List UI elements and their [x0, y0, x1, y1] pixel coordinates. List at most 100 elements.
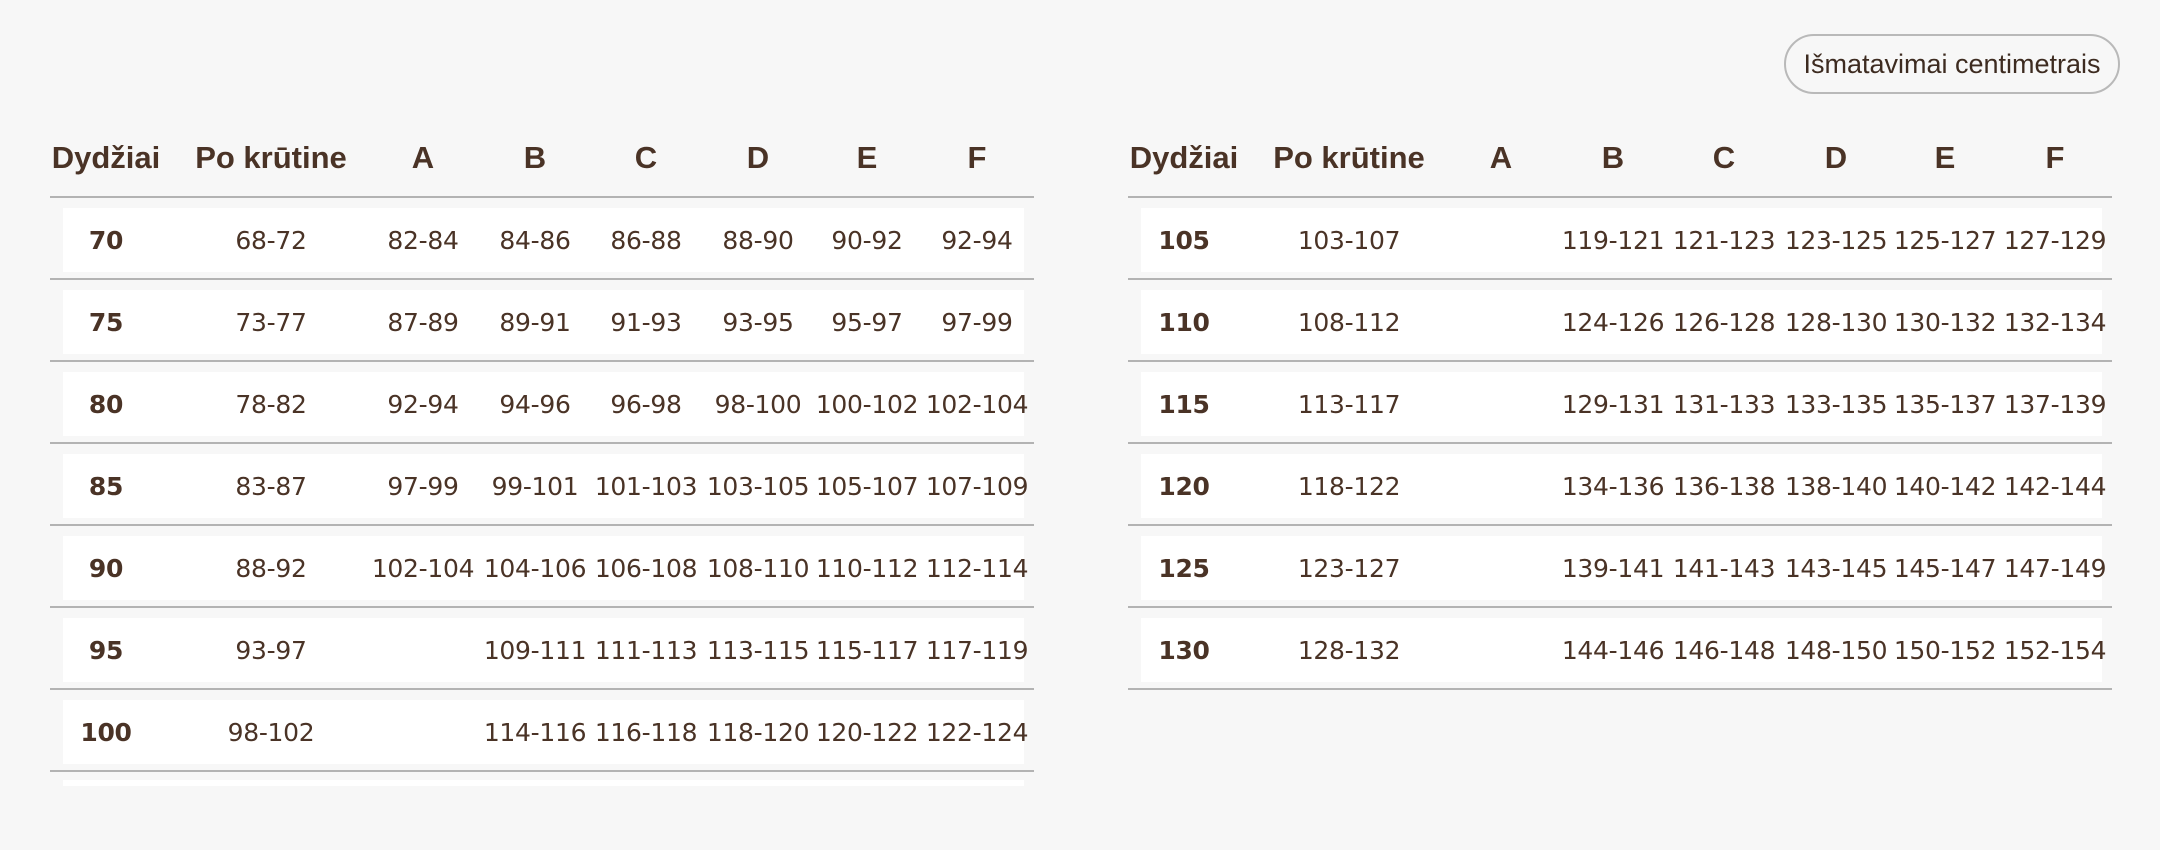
cell-cup-f: 132-134 [2003, 308, 2107, 337]
cell-cup-c: 106-108 [594, 554, 698, 583]
header-cup-d: D [1824, 140, 1848, 175]
table-row: 75 73-77 87-89 89-91 91-93 93-95 95-97 97-99 [50, 280, 1034, 362]
cell-cup-d: 148-150 [1784, 636, 1888, 665]
table-row: 125 123-127 139-141 141-143 143-145 145-147 14… [1128, 526, 2112, 608]
row-background [63, 290, 1024, 354]
cell-size: 70 [88, 226, 124, 255]
cell-cup-d: 123-125 [1784, 226, 1888, 255]
cell-cup-b: 89-91 [499, 308, 571, 337]
cell-cup-b: 114-116 [483, 718, 587, 747]
row-background [1141, 372, 2102, 436]
cell-cup-e: 135-137 [1893, 390, 1997, 419]
cell-cup-f: 92-94 [941, 226, 1013, 255]
cell-cup-f: 142-144 [2003, 472, 2107, 501]
size-table-left: Dydžiai Po krūtine A B C D E F 70 68-72 82-84 84-8… [50, 130, 1034, 786]
cell-cup-c: 141-143 [1672, 554, 1776, 583]
cell-cup-b: 104-106 [483, 554, 587, 583]
cell-size: 110 [1158, 308, 1210, 337]
cell-underbust: 113-117 [1297, 390, 1401, 419]
cell-cup-f: 152-154 [2003, 636, 2107, 665]
cell-cup-f: 107-109 [925, 472, 1029, 501]
table-row: 130 128-132 144-146 146-148 148-150 150-152 15… [1128, 608, 2112, 690]
cell-cup-c: 111-113 [594, 636, 698, 665]
table-row: 115 113-117 129-131 131-133 133-135 135-137 13… [1128, 362, 2112, 444]
cell-cup-c: 121-123 [1672, 226, 1776, 255]
row-background [63, 536, 1024, 600]
cell-cup-b: 124-126 [1561, 308, 1665, 337]
cell-cup-c: 116-118 [594, 718, 698, 747]
cell-cup-f: 137-139 [2003, 390, 2107, 419]
header-cup-b: B [523, 140, 547, 175]
cell-size: 85 [88, 472, 124, 501]
cell-size: 120 [1158, 472, 1210, 501]
cell-cup-e: 145-147 [1893, 554, 1997, 583]
cell-underbust: 103-107 [1297, 226, 1401, 255]
cell-cup-f: 97-99 [941, 308, 1013, 337]
cell-cup-e: 140-142 [1893, 472, 1997, 501]
cell-cup-e: 120-122 [815, 718, 919, 747]
cell-cup-c: 101-103 [594, 472, 698, 501]
cell-size: 105 [1158, 226, 1210, 255]
cell-cup-e: 95-97 [831, 308, 903, 337]
cell-cup-b: 139-141 [1561, 554, 1665, 583]
cell-cup-b: 119-121 [1561, 226, 1665, 255]
table-header: Dydžiai Po krūtine A B C D E F [1128, 130, 2112, 198]
row-background [63, 618, 1024, 682]
cell-cup-d: 98-100 [714, 390, 802, 419]
header-cup-c: C [1712, 140, 1736, 175]
cell-cup-d: 93-95 [722, 308, 794, 337]
cell-underbust: 88-92 [235, 554, 307, 583]
cell-cup-a: 92-94 [387, 390, 459, 419]
cell-size: 125 [1158, 554, 1210, 583]
table-row: 70 68-72 82-84 84-86 86-88 88-90 90-92 92-94 [50, 198, 1034, 280]
header-underbust: Po krūtine [195, 140, 347, 175]
cell-cup-b: 134-136 [1561, 472, 1665, 501]
cell-cup-e: 90-92 [831, 226, 903, 255]
table-row: 85 83-87 97-99 99-101 101-103 103-105 105-107 1… [50, 444, 1034, 526]
cell-cup-c: 91-93 [610, 308, 682, 337]
measurement-unit-button[interactable]: Išmatavimai centimetrais [1784, 34, 2120, 94]
table-row: 80 78-82 92-94 94-96 96-98 98-100 100-102 102-1… [50, 362, 1034, 444]
cell-cup-a: 97-99 [387, 472, 459, 501]
cell-cup-d: 103-105 [706, 472, 810, 501]
cell-size: 90 [88, 554, 124, 583]
header-cup-f: F [2045, 140, 2065, 175]
header-underbust: Po krūtine [1273, 140, 1425, 175]
row-background [1141, 208, 2102, 272]
cell-underbust: 78-82 [235, 390, 307, 419]
cell-cup-f: 117-119 [925, 636, 1029, 665]
cell-cup-d: 113-115 [706, 636, 810, 665]
cell-cup-f: 112-114 [925, 554, 1029, 583]
cell-cup-f: 127-129 [2003, 226, 2107, 255]
cell-underbust: 73-77 [235, 308, 307, 337]
cell-size: 130 [1158, 636, 1210, 665]
header-size: Dydžiai [51, 140, 161, 175]
cell-cup-a: 82-84 [387, 226, 459, 255]
cell-underbust: 108-112 [1297, 308, 1401, 337]
cell-cup-c: 131-133 [1672, 390, 1776, 419]
table-header: Dydžiai Po krūtine A B C D E F [50, 130, 1034, 198]
cell-cup-c: 96-98 [610, 390, 682, 419]
header-cup-a: A [1489, 140, 1513, 175]
cell-cup-b: 94-96 [499, 390, 571, 419]
row-background [63, 700, 1024, 764]
table-row-partial [63, 780, 1024, 786]
cell-cup-b: 144-146 [1561, 636, 1665, 665]
cell-cup-e: 130-132 [1893, 308, 1997, 337]
cell-cup-c: 136-138 [1672, 472, 1776, 501]
cell-cup-e: 115-117 [815, 636, 919, 665]
cell-cup-d: 128-130 [1784, 308, 1888, 337]
cell-size: 115 [1158, 390, 1210, 419]
cell-underbust: 93-97 [235, 636, 307, 665]
cell-cup-c: 86-88 [610, 226, 682, 255]
cell-underbust: 83-87 [235, 472, 307, 501]
cell-cup-e: 125-127 [1893, 226, 1997, 255]
cell-cup-d: 88-90 [722, 226, 794, 255]
cell-underbust: 123-127 [1297, 554, 1401, 583]
table-row: 110 108-112 124-126 126-128 128-130 130-132 13… [1128, 280, 2112, 362]
row-background [1141, 618, 2102, 682]
cell-cup-d: 108-110 [706, 554, 810, 583]
header-cup-a: A [411, 140, 435, 175]
cell-size: 95 [88, 636, 124, 665]
row-background [63, 372, 1024, 436]
